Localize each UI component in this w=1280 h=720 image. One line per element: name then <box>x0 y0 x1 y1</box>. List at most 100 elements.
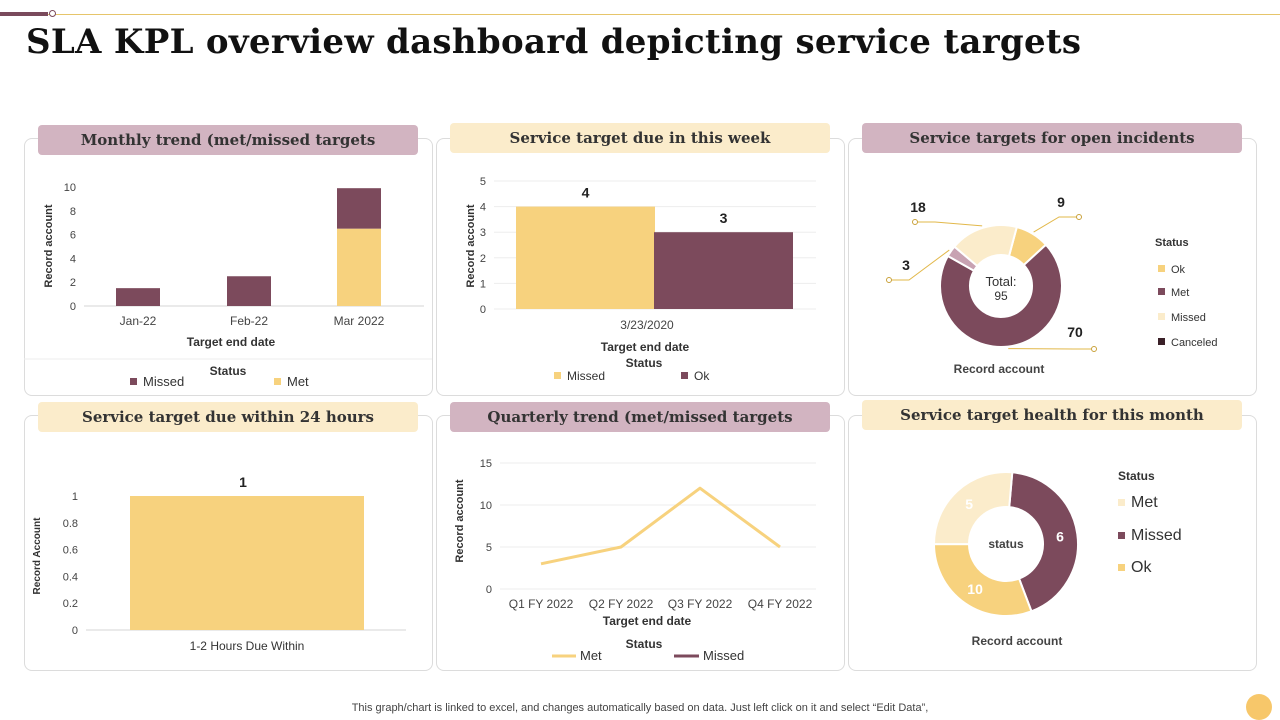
week-panel-title: Service target due in this week <box>450 123 830 153</box>
health-legend-swatch <box>1118 564 1125 571</box>
incidents-legend-swatch <box>1158 265 1165 272</box>
monthly-xtick-label: Jan-22 <box>120 314 157 328</box>
monthly-legend-title: Status <box>210 364 247 378</box>
quarterly-chart: 0 5 10 15 Record account Q1 FY 2022 Q2 FY 2022… <box>454 458 816 663</box>
health-legend-swatch <box>1118 499 1125 506</box>
monthly-ytick-label: 8 <box>70 206 76 218</box>
incidents-legend-title: Status <box>1155 237 1189 249</box>
quarterly-xtick-label: Q1 FY 2022 <box>509 597 574 611</box>
health-slice-met <box>933 471 1014 546</box>
health-data-label: 10 <box>967 581 983 597</box>
monthly-bar-missed <box>227 276 271 306</box>
incidents-leader-dot <box>886 277 892 283</box>
monthly-panel-title: Monthly trend (met/missed targets <box>38 125 418 155</box>
incidents-data-label: 9 <box>1057 194 1065 210</box>
incidents-legend-swatch <box>1158 288 1165 295</box>
week-data-label: 4 <box>582 185 590 201</box>
week-legend-title: Status <box>626 356 663 370</box>
week-bar-missed <box>516 206 655 309</box>
week-xtick-label: 3/23/2020 <box>620 318 674 332</box>
monthly-ytick-label: 4 <box>70 253 76 265</box>
hours24-ytick-label: 0 <box>72 625 78 637</box>
monthly-bar-missed <box>337 188 381 229</box>
page-title: SLA KPL overview dashboard depicting ser… <box>26 22 1082 62</box>
corner-badge <box>1246 694 1272 720</box>
hours24-ytick-label: 0.6 <box>63 545 78 557</box>
monthly-bar-missed <box>116 288 160 306</box>
monthly-ylabel: Record account <box>43 204 55 287</box>
incidents-leader-line <box>1033 216 1079 233</box>
monthly-legend-swatch <box>130 378 137 385</box>
week-legend-swatch <box>554 372 561 379</box>
health-data-label: 5 <box>965 496 973 512</box>
health-slice-missed <box>1008 471 1079 613</box>
week-ytick-label: 2 <box>480 253 486 265</box>
health-data-label: 6 <box>1056 529 1064 545</box>
incidents-legend-label: Canceled <box>1171 337 1217 349</box>
health-slice-ok <box>932 543 1033 617</box>
week-legend-label: Missed <box>567 369 605 383</box>
quarterly-panel-title: Quarterly trend (met/missed targets <box>450 402 830 432</box>
incidents-leader-dot <box>1076 214 1082 220</box>
incidents-leader-dot <box>912 219 918 225</box>
week-ytick-label: 3 <box>480 227 486 239</box>
quarterly-legend-label: Missed <box>703 648 744 663</box>
hours24-chart: 0 0.2 0.4 0.6 0.8 1 Record Account 1 1-2 Hours D… <box>32 474 406 653</box>
week-ytick-label: 4 <box>480 202 486 214</box>
quarterly-legend-title: Status <box>626 637 663 651</box>
week-ytick-label: 0 <box>480 304 486 316</box>
health-caption: Record account <box>972 634 1063 648</box>
health-panel-title: Service target health for this month <box>862 400 1242 430</box>
week-legend-swatch <box>681 372 688 379</box>
quarterly-xtick-label: Q2 FY 2022 <box>589 597 654 611</box>
incidents-slice-missed <box>952 224 1019 268</box>
hours24-ytick-label: 0.2 <box>63 598 78 610</box>
week-data-label: 3 <box>720 210 728 226</box>
incidents-data-label: 18 <box>910 199 926 215</box>
hours24-panel-title: Service target due within 24 hours <box>38 402 418 432</box>
incidents-chart: 9 70 3 18 Total:95 Record account Status Ok Met M… <box>886 194 1217 376</box>
hours24-bar <box>130 496 364 630</box>
incidents-leader-line <box>915 221 983 227</box>
week-ytick-label: 1 <box>480 278 486 290</box>
monthly-xtick-label: Mar 2022 <box>334 314 385 328</box>
quarterly-ytick-label: 5 <box>486 542 492 554</box>
monthly-legend-label: Met <box>287 374 309 389</box>
incidents-center-title: Total: <box>985 274 1016 289</box>
incidents-slice-met <box>939 243 1063 348</box>
health-chart: 6 10 5 status Record account Status Met Missed O… <box>932 469 1182 648</box>
quarterly-ytick-label: 15 <box>480 458 492 470</box>
incidents-leader-line <box>889 249 950 281</box>
week-bar-ok <box>654 232 793 309</box>
health-legend-swatch <box>1118 532 1125 539</box>
week-ytick-label: 5 <box>480 176 486 188</box>
hours24-ylabel: Record Account <box>32 517 43 595</box>
week-legend-label: Ok <box>694 369 710 383</box>
incidents-legend-swatch <box>1158 338 1165 345</box>
incidents-data-label: 70 <box>1067 324 1083 340</box>
monthly-ytick-label: 0 <box>70 301 76 313</box>
monthly-ytick-label: 6 <box>70 230 76 242</box>
monthly-legend-label: Missed <box>143 374 184 389</box>
quarterly-legend-label: Met <box>580 648 602 663</box>
footer-note: This graph/chart is linked to excel, and… <box>351 702 929 714</box>
hours24-xtick-label: 1-2 Hours Due Within <box>190 639 305 653</box>
hours24-ytick-label: 0.4 <box>63 571 78 583</box>
health-legend-title: Status <box>1118 469 1155 483</box>
incidents-data-label: 3 <box>902 257 910 273</box>
incidents-center-value: 95 <box>994 289 1008 303</box>
hours24-ytick-label: 1 <box>72 491 78 503</box>
health-legend-label: Missed <box>1131 527 1182 544</box>
quarterly-xtick-label: Q3 FY 2022 <box>668 597 733 611</box>
incidents-legend-label: Met <box>1171 287 1189 299</box>
quarterly-xtick-label: Q4 FY 2022 <box>748 597 813 611</box>
hours24-ytick-label: 0.8 <box>63 518 78 530</box>
top-rule <box>0 14 1280 15</box>
monthly-chart: 0 2 4 6 8 10 Record account Jan-22 Feb-22 Mar 202… <box>24 182 432 389</box>
monthly-xlabel: Target end date <box>187 335 276 349</box>
monthly-xtick-label: Feb-22 <box>230 314 268 328</box>
monthly-ytick-label: 10 <box>64 182 76 194</box>
quarterly-ytick-label: 0 <box>486 584 492 596</box>
health-center-title: status <box>988 537 1024 551</box>
